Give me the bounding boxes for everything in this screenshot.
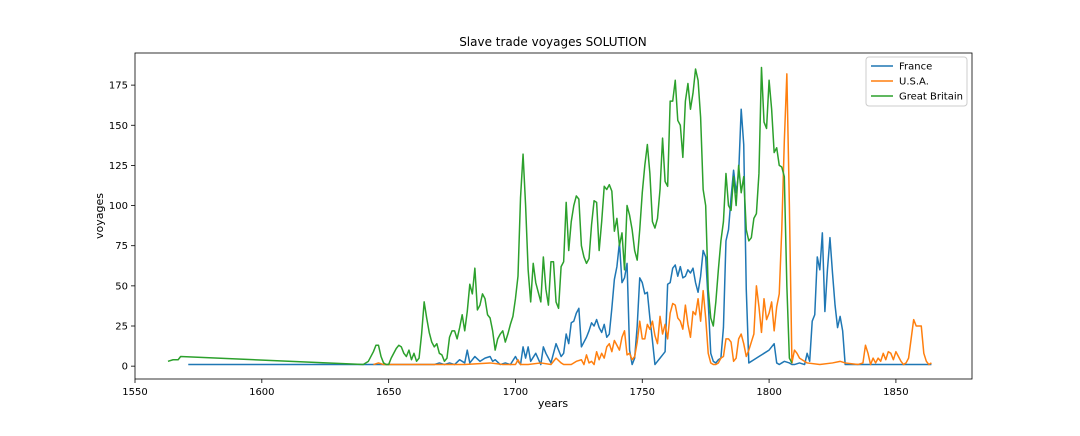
y-tick-label: 25	[115, 322, 128, 333]
y-tick-label: 0	[122, 362, 128, 373]
x-tick-label: 1650	[376, 387, 401, 398]
axes-frame	[134, 52, 973, 380]
series-line-great-britain	[167, 66, 793, 366]
legend-label-france: France	[899, 62, 932, 73]
x-tick-label: 1800	[756, 387, 781, 398]
legend-label-great-britain: Great Britain	[899, 92, 963, 103]
x-axis: 1550 1600 1650 1700 1750 1800 1850	[122, 379, 909, 398]
y-tick-label: 175	[109, 81, 128, 92]
y-tick-label: 75	[115, 241, 128, 252]
y-tick-label: 50	[115, 281, 128, 292]
series-line-france	[188, 108, 932, 366]
legend-label-u-s-a: U.S.A.	[899, 77, 929, 88]
chart-title: Slave trade voyages SOLUTION	[459, 35, 647, 49]
y-tick-label: 100	[109, 201, 128, 212]
series-line-u-s-a	[373, 73, 932, 366]
y-axis-label: voyages	[93, 193, 106, 239]
series-lines	[167, 66, 932, 366]
legend-frame	[865, 56, 968, 107]
y-axis: 0 25 50 75 100 125 150 175	[109, 81, 135, 373]
x-tick-label: 1850	[883, 387, 908, 398]
plot-area: 1550 1600 1650 1700 1750 1800 1850 0 25 50 75 100 1…	[109, 52, 973, 398]
y-tick-label: 125	[109, 161, 128, 172]
x-tick-label: 1550	[122, 387, 147, 398]
y-tick-label: 150	[109, 121, 128, 132]
x-tick-label: 1700	[503, 387, 528, 398]
legend: France U.S.A. Great Britain	[865, 56, 968, 107]
x-axis-label: years	[538, 397, 569, 410]
x-tick-label: 1600	[249, 387, 274, 398]
x-tick-label: 1750	[630, 387, 655, 398]
